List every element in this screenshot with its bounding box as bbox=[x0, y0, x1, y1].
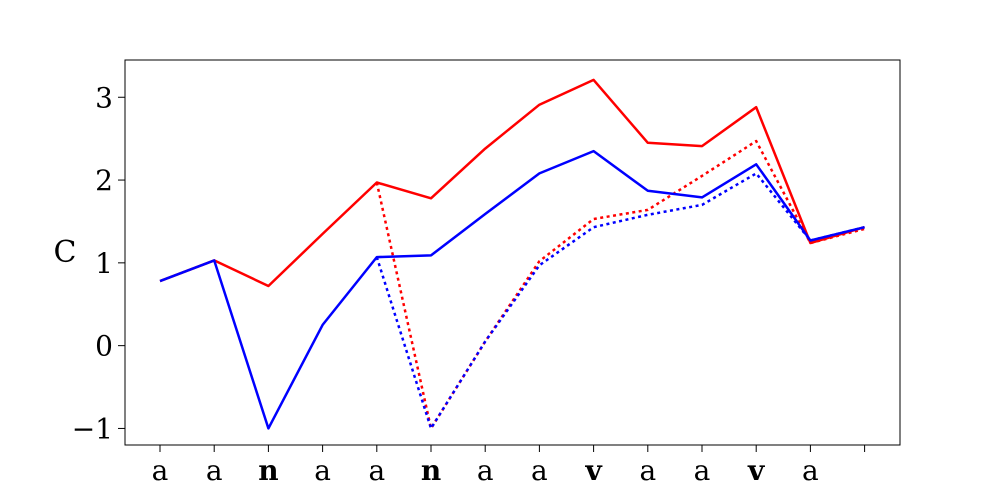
y-tick-label: 2 bbox=[95, 164, 113, 197]
dotted-red-series-line bbox=[375, 139, 865, 430]
x-tick-label: a bbox=[802, 454, 819, 487]
axis-layer: −1 0 1 2 3 a a n a a n a a v a a v a bbox=[72, 81, 866, 487]
x-tick-label: a bbox=[531, 454, 548, 487]
solid-red-series-line bbox=[159, 78, 865, 288]
y-tick-label: 0 bbox=[95, 330, 113, 363]
x-tick-label: a bbox=[477, 454, 494, 487]
x-tick-label: v bbox=[584, 454, 602, 487]
x-tick-label: a bbox=[694, 454, 711, 487]
y-axis-label: C bbox=[54, 235, 77, 270]
solid-blue-series-line bbox=[159, 149, 865, 430]
x-tick-label: a bbox=[152, 454, 169, 487]
series-layer bbox=[159, 78, 865, 430]
y-tick-label: 1 bbox=[95, 247, 113, 280]
plot-frame bbox=[124, 59, 901, 446]
y-tick-label: −1 bbox=[72, 412, 113, 445]
x-tick-label: v bbox=[747, 454, 765, 487]
x-tick-label: n bbox=[421, 454, 441, 487]
x-tick-label: a bbox=[314, 454, 331, 487]
x-tick-label: a bbox=[639, 454, 656, 487]
x-tick-label: a bbox=[368, 454, 385, 487]
x-tick-label: n bbox=[258, 454, 278, 487]
dotted-blue-series-line bbox=[375, 172, 865, 430]
x-tick-label: a bbox=[206, 454, 223, 487]
y-tick-label: 3 bbox=[95, 81, 113, 114]
